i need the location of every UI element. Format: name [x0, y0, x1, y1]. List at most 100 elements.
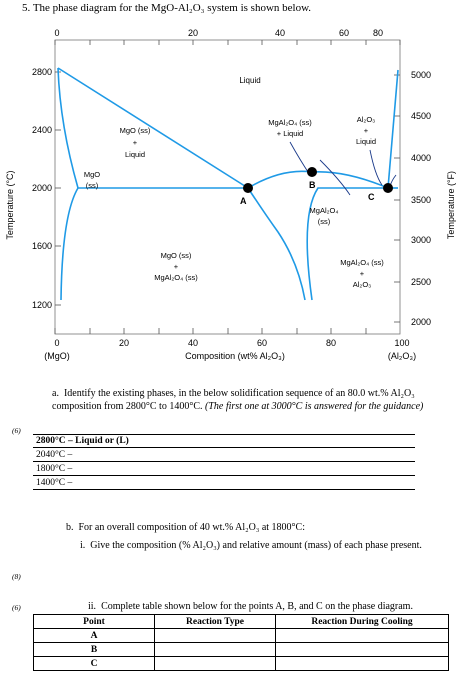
- right-tick-label: 4500: [411, 111, 431, 121]
- point-cell: B: [33, 642, 155, 657]
- top-tick-label: 60: [339, 28, 349, 38]
- bottom-tick-label: 40: [188, 338, 198, 348]
- part-b-question: b. For an overall composition of 40 wt.%…: [66, 522, 436, 535]
- region-label: MgO (ss): [161, 251, 192, 260]
- part-b-text: For an overall composition of 40 wt.% Al…: [78, 522, 306, 533]
- right-tick-label: 2500: [411, 277, 431, 287]
- point-a-marker: [243, 183, 253, 193]
- region-label: (ss): [86, 181, 99, 190]
- left-tick-label: 2400: [32, 125, 52, 135]
- region-label: MgAl₂O₄ (ss): [340, 258, 384, 267]
- left-axis-label: Temperature (°C): [5, 170, 15, 239]
- region-label: +: [133, 138, 138, 147]
- left-tick-label: 2000: [32, 183, 52, 193]
- region-label: MgO (ss): [120, 126, 151, 135]
- reaction-table: Point Reaction Type Reaction During Cool…: [33, 614, 449, 671]
- left-tick-label: 1200: [32, 300, 52, 310]
- part-a-text: Identify the existing phases, in the bel…: [52, 388, 415, 412]
- sequence-row[interactable]: 2040°C –: [33, 448, 415, 462]
- bottom-tick-label: 100: [394, 338, 409, 348]
- sequence-row[interactable]: 1400°C –: [33, 476, 415, 490]
- table-header-reaction-cooling: Reaction During Cooling: [275, 614, 449, 629]
- part-b-ii-text: Complete table shown below for the point…: [101, 601, 413, 612]
- left-axis-ticks: [55, 71, 61, 306]
- region-label: MgAl₂O₄ (ss): [154, 273, 198, 282]
- bottom-tick-label: 60: [257, 338, 267, 348]
- right-tick-label: 4000: [411, 153, 431, 163]
- part-b-ii-points: (6): [12, 603, 21, 612]
- region-label: Liquid: [125, 150, 145, 159]
- right-tick-label: 3000: [411, 235, 431, 245]
- part-a-label: a.: [52, 388, 59, 399]
- point-c-marker: [383, 183, 393, 193]
- reaction-cooling-cell[interactable]: [275, 642, 449, 657]
- part-b-ii-question: ii. Complete table shown below for the p…: [88, 601, 458, 612]
- bottom-tick-label: 0: [54, 338, 59, 348]
- region-label: MgAl₂O₄: [310, 206, 339, 215]
- region-label: MgO: [84, 170, 100, 179]
- point-a-label: A: [240, 196, 247, 206]
- question-title: 5. The phase diagram for the MgO-Al₂O₃ s…: [22, 2, 311, 14]
- spinel-right-solvus: [306, 187, 388, 301]
- plot-frame: [54, 39, 401, 335]
- point-b-marker: [307, 167, 317, 177]
- table-row: B: [33, 642, 449, 657]
- invariant-points: A B C: [240, 167, 393, 206]
- right-tick-label: 3500: [411, 195, 431, 205]
- right-axis-label: Temperature (°F): [446, 171, 456, 239]
- liquidus-mgo-side: [57, 67, 249, 189]
- region-label: +: [174, 262, 179, 271]
- part-a-hint: (The first one at 3000°C is answered for…: [205, 400, 424, 412]
- part-b-label: b.: [66, 522, 74, 533]
- mgo-solvus: [60, 187, 79, 301]
- bottom-axis-ticks: [54, 328, 367, 334]
- point-cell: A: [33, 628, 155, 643]
- x-axis-label: Composition (wt% Al₂O₃): [185, 351, 285, 361]
- left-tick-label: 2800: [32, 67, 52, 77]
- region-label: (ss): [318, 217, 331, 226]
- part-b-ii-label: ii.: [88, 601, 97, 612]
- table-header-point: Point: [33, 614, 155, 629]
- question-text: The phase diagram for the MgO-Al₂O₃ syst…: [32, 2, 312, 14]
- table-row: A: [33, 628, 449, 643]
- al2o3-end-label: (Al₂O₃): [388, 351, 416, 361]
- sequence-row: 2800°C – Liquid or (L): [33, 434, 415, 448]
- reaction-type-cell[interactable]: [154, 656, 276, 671]
- reaction-cooling-cell[interactable]: [275, 628, 449, 643]
- phase-diagram: 0 20 40 60 80 0 20 40 60 80 100 (MgO) (A…: [5, 28, 456, 361]
- part-a-question: a. Identify the existing phases, in the …: [52, 388, 447, 413]
- top-axis-ticks: [54, 40, 401, 45]
- top-tick-label: 80: [373, 28, 383, 38]
- point-c-label: C: [368, 192, 375, 202]
- reaction-type-cell[interactable]: [154, 642, 276, 657]
- spinel-left-solvus: [247, 187, 306, 301]
- part-a-points: (6): [12, 426, 21, 435]
- region-label-liquid: Liquid: [239, 76, 260, 85]
- table-row: C: [33, 656, 449, 671]
- solidification-sequence-table: 2800°C – Liquid or (L) 2040°C – 1800°C –…: [33, 434, 415, 490]
- bottom-tick-label: 20: [119, 338, 129, 348]
- reaction-cooling-cell[interactable]: [275, 656, 449, 671]
- reaction-type-cell[interactable]: [154, 628, 276, 643]
- region-label: + Liquid: [277, 129, 303, 138]
- right-tick-label: 5000: [411, 70, 431, 80]
- region-label: +: [360, 269, 365, 278]
- mgo-end-label: (MgO): [44, 351, 70, 361]
- top-tick-label: 40: [275, 28, 285, 38]
- question-number: 5.: [22, 2, 31, 14]
- top-tick-label: 0: [54, 28, 59, 38]
- solidus-mgo-side: [57, 67, 79, 189]
- sequence-row[interactable]: 1800°C –: [33, 462, 415, 476]
- left-tick-label: 1600: [32, 241, 52, 251]
- region-label: Al₂O₃: [357, 115, 375, 124]
- point-cell: C: [33, 656, 155, 671]
- part-b-i-question: i. Give the composition (% Al₂O₃) and re…: [80, 540, 440, 553]
- right-tick-label: 2000: [411, 317, 431, 327]
- part-b-i-text: Give the composition (% Al₂O₃) and relat…: [90, 540, 422, 551]
- region-label: +: [364, 126, 369, 135]
- top-tick-label: 20: [188, 28, 198, 38]
- region-label: MgAl₂O₄ (ss): [268, 118, 312, 127]
- point-b-label: B: [309, 180, 316, 190]
- label-pointer-arrows: [289, 141, 397, 196]
- region-label: Liquid: [356, 137, 376, 146]
